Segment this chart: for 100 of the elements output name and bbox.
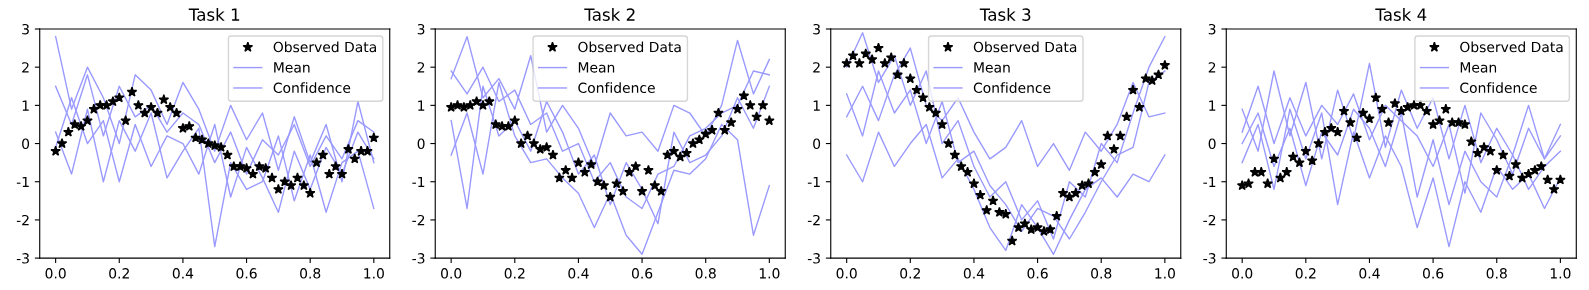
y-tick-label: 1 [418, 100, 425, 111]
point [892, 69, 903, 80]
y-tick-label: -2 [412, 214, 425, 226]
x-tick-label: 0.2 [900, 268, 920, 279]
x-tick-label: 0.8 [1091, 268, 1112, 279]
point [1287, 151, 1299, 162]
point [1555, 174, 1566, 185]
point [1140, 73, 1152, 84]
point [681, 147, 692, 158]
point [604, 191, 616, 202]
x-tick-label: 1.0 [759, 268, 780, 279]
point [655, 185, 667, 196]
legend-label: Confidence [273, 82, 351, 94]
point [1389, 97, 1401, 109]
point [974, 189, 986, 200]
point [617, 185, 629, 196]
point [1338, 105, 1350, 116]
point [1300, 145, 1312, 156]
point [962, 166, 973, 177]
point [1351, 132, 1363, 143]
point [981, 204, 992, 215]
y-tick-label: 2 [22, 62, 29, 73]
point [1542, 174, 1553, 185]
point [145, 101, 157, 112]
legend-label: Mean [974, 62, 1010, 73]
x-tick-label: 0.4 [1359, 268, 1380, 279]
point [751, 111, 762, 122]
point [649, 179, 661, 191]
point [668, 145, 680, 156]
point [56, 137, 68, 149]
point [547, 149, 559, 160]
y-tick-label: -3 [16, 253, 29, 264]
point [1262, 178, 1273, 189]
point [541, 141, 552, 152]
point [1523, 168, 1534, 179]
x-tick-label: 0.8 [1486, 268, 1507, 279]
y-tick-label: -3 [1203, 253, 1216, 264]
point [847, 50, 859, 61]
point [624, 166, 635, 177]
point [253, 160, 265, 172]
point [330, 160, 341, 172]
point [503, 120, 514, 131]
x-tick-label: 0.4 [568, 268, 589, 279]
point [854, 57, 865, 68]
point [713, 107, 724, 118]
legend-label: Mean [1460, 62, 1497, 73]
point [336, 168, 348, 179]
point [1313, 137, 1324, 149]
point [866, 53, 878, 65]
legend-label: Observed Data [1460, 41, 1563, 53]
x-tick-label: 0.6 [631, 268, 653, 279]
point [1032, 221, 1043, 233]
point [566, 172, 578, 183]
x-tick-label: 0.8 [300, 268, 321, 279]
point [611, 178, 622, 189]
y-tick-label: 3 [1208, 23, 1216, 35]
chart-title: Task 2 [584, 8, 635, 21]
legend-label: Observed Data [578, 41, 681, 53]
point [1472, 147, 1483, 158]
point [1370, 92, 1382, 103]
point [515, 137, 527, 149]
point [484, 95, 495, 107]
point [120, 115, 131, 126]
x-tick-label: 0.6 [236, 268, 257, 279]
point [133, 99, 144, 110]
y-tick-label: -1 [807, 176, 820, 188]
point [930, 107, 942, 118]
x-tick-label: 0.0 [1232, 268, 1253, 279]
point [764, 115, 775, 126]
point [69, 118, 81, 130]
point [841, 57, 852, 68]
legend-label: Mean [578, 62, 615, 73]
point [955, 160, 967, 172]
point [719, 124, 731, 135]
point [1345, 116, 1356, 128]
point [1415, 99, 1426, 110]
point [1383, 116, 1394, 128]
point [304, 187, 316, 198]
point [1478, 141, 1490, 152]
legend-label: Mean [274, 62, 310, 73]
point [260, 162, 271, 173]
point [936, 118, 948, 130]
point [1025, 223, 1037, 235]
point [873, 42, 884, 53]
legend-label: Confidence [1460, 82, 1537, 94]
point [241, 162, 252, 173]
point [917, 92, 929, 103]
x-tick-label: 0.6 [1422, 268, 1444, 279]
point [1548, 183, 1560, 194]
point [560, 164, 572, 175]
y-tick-label: -2 [16, 214, 29, 226]
point [139, 107, 151, 118]
x-tick-label: 1.0 [1550, 268, 1571, 279]
point [490, 118, 502, 130]
point [1268, 153, 1280, 164]
y-tick-label: 3 [813, 23, 820, 35]
x-tick-label: 1.0 [1155, 268, 1175, 279]
point [1153, 69, 1164, 80]
point [1535, 160, 1547, 172]
y-tick-label: 3 [22, 23, 29, 35]
